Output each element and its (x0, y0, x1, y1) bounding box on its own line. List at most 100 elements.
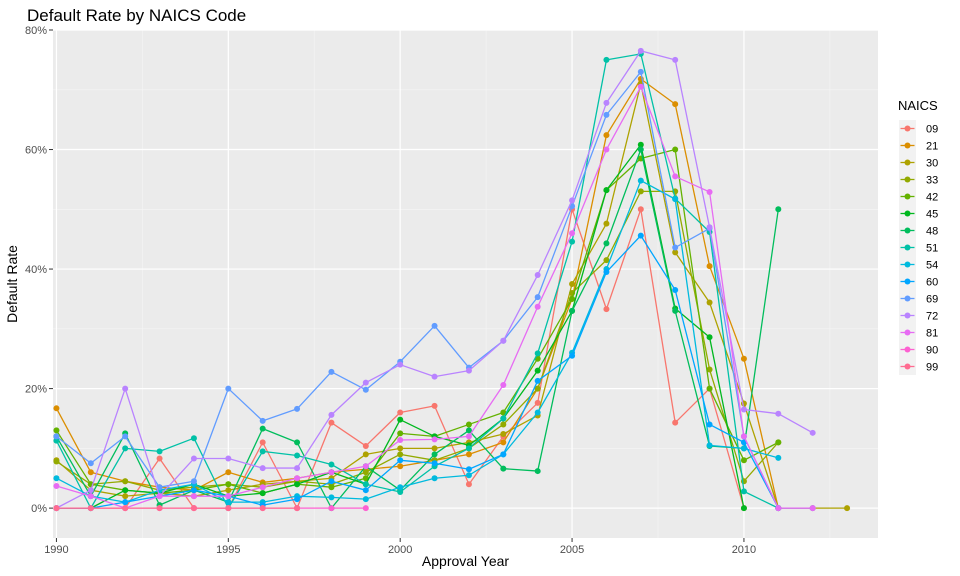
data-point (362, 463, 369, 470)
data-point (465, 427, 472, 434)
data-point (431, 436, 438, 443)
data-point (672, 101, 679, 108)
data-point (397, 436, 404, 443)
data-point (672, 244, 679, 251)
data-point (672, 173, 679, 180)
legend-item-81: 81 (899, 324, 938, 341)
data-point (740, 445, 747, 452)
data-point (225, 481, 232, 488)
data-point (225, 499, 232, 506)
data-point (740, 406, 747, 413)
y-tick-label: 0% (31, 503, 47, 515)
x-tick-label: 1995 (216, 544, 240, 556)
data-point (706, 299, 713, 306)
data-point (603, 220, 610, 227)
data-point (122, 487, 129, 494)
data-point (156, 455, 163, 462)
data-point (569, 307, 576, 314)
data-point (294, 439, 301, 446)
data-point (569, 352, 576, 359)
data-point (190, 493, 197, 500)
data-point (122, 493, 129, 500)
data-point (397, 457, 404, 464)
data-point (465, 367, 472, 374)
legend-key-point (904, 346, 911, 353)
grid (53, 29, 878, 538)
data-point (190, 505, 197, 512)
series-line-60 (56, 234, 779, 509)
data-point (672, 146, 679, 153)
data-point (706, 366, 713, 373)
data-point (225, 455, 232, 462)
data-point (259, 448, 266, 455)
data-point (259, 417, 266, 424)
data-point (190, 455, 197, 462)
data-point (465, 481, 472, 488)
legend-item-60: 60 (899, 273, 938, 290)
series-line-51 (55, 53, 779, 509)
legend-label: 48 (926, 226, 938, 238)
data-point (225, 469, 232, 476)
data-point (706, 224, 713, 231)
data-point (294, 496, 301, 503)
data-point (465, 466, 472, 473)
data-point (328, 494, 335, 501)
y-tick-label: 60% (25, 145, 47, 157)
legend-key-point (904, 244, 911, 251)
legend-key-point (904, 159, 911, 166)
data-point (225, 487, 232, 494)
legend-key-point (904, 312, 911, 319)
y-axis-title: Default Rate (4, 245, 20, 323)
data-point (431, 460, 438, 467)
data-point (397, 463, 404, 470)
data-point (122, 478, 129, 485)
data-point (534, 399, 541, 406)
data-point (328, 411, 335, 418)
data-point (500, 431, 507, 438)
data-point (362, 469, 369, 476)
data-point (637, 83, 644, 90)
data-point (775, 505, 782, 512)
data-point (362, 475, 369, 482)
data-point (775, 410, 782, 417)
data-point (156, 505, 163, 512)
data-point (53, 427, 60, 434)
legend-key-point (904, 363, 911, 370)
data-point (87, 487, 94, 494)
data-point (190, 487, 197, 494)
data-point (87, 493, 94, 500)
legend-item-69: 69 (899, 290, 938, 307)
x-tick-label: 2010 (732, 544, 756, 556)
series-layer (53, 47, 851, 512)
data-point (534, 272, 541, 279)
data-point (294, 405, 301, 412)
legend-key-point (904, 278, 911, 285)
series-81 (53, 83, 816, 512)
data-point (603, 146, 610, 153)
data-point (362, 505, 369, 512)
data-point (53, 433, 60, 440)
legend-label: 21 (926, 141, 938, 153)
data-point (534, 409, 541, 416)
data-point (225, 505, 232, 512)
data-point (534, 367, 541, 374)
data-point (569, 230, 576, 237)
data-point (465, 421, 472, 428)
data-point (397, 488, 404, 495)
data-point (672, 249, 679, 256)
data-point (362, 487, 369, 494)
data-point (397, 416, 404, 423)
data-point (259, 484, 266, 491)
x-axis-title: Approval Year (422, 553, 510, 569)
legend-item-51: 51 (899, 239, 938, 256)
data-point (740, 488, 747, 495)
data-point (53, 483, 60, 490)
data-point (775, 439, 782, 446)
data-point (190, 478, 197, 485)
legend-label: 33 (926, 175, 938, 187)
legend-label: 60 (926, 277, 938, 289)
axes: 1990 1995 2000 2005 2010 0% 20% 40% 60% 80% (25, 25, 756, 556)
data-point (603, 99, 610, 106)
legend-label: 42 (926, 192, 938, 204)
data-point (328, 469, 335, 476)
